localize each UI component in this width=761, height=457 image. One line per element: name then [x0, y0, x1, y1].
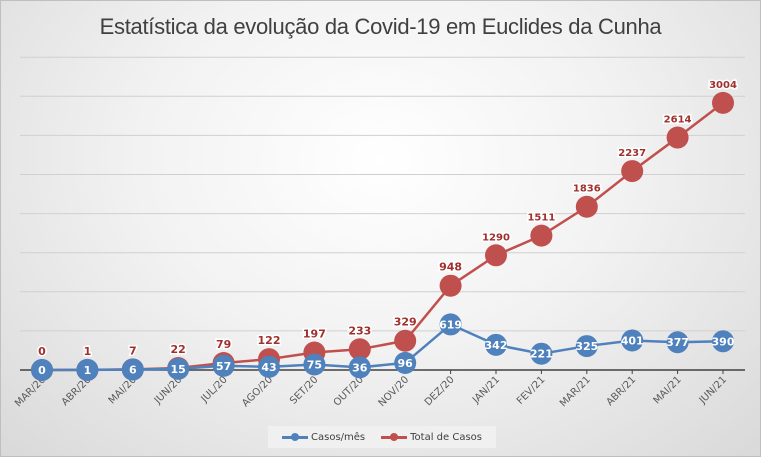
series-line [41, 322, 724, 372]
x-tick-label: SET/20 [288, 374, 320, 406]
x-tick-label: FEV/21 [515, 374, 548, 407]
data-point [485, 244, 507, 267]
data-point [212, 354, 235, 377]
legend: Casos/mês Total de Casos [268, 426, 496, 448]
data-point [575, 195, 598, 218]
data-label: 96 [398, 357, 414, 370]
data-label: 3004 [709, 80, 737, 91]
data-label: 948 [439, 261, 462, 274]
data-point [439, 313, 462, 336]
data-label: 377 [666, 336, 689, 349]
data-label: 1511 [527, 213, 555, 224]
chart-title: Estatística da evolução da Covid-19 em E… [99, 14, 662, 39]
data-point [530, 224, 553, 247]
data-point [712, 330, 734, 353]
x-tick-label: AGO/20 [240, 374, 275, 409]
x-tick-label: MAR/21 [558, 374, 593, 409]
data-label: 43 [261, 361, 276, 374]
legend-swatch [381, 433, 408, 441]
data-label: 6 [129, 364, 137, 377]
x-tick-label: NOV/20 [377, 374, 412, 409]
legend-swatch [282, 433, 308, 441]
data-point [485, 333, 507, 356]
data-point [575, 335, 598, 358]
x-tick-label: DEZ/20 [423, 374, 457, 408]
data-label: 1 [84, 345, 92, 358]
data-label: 233 [348, 324, 371, 337]
data-label: 15 [171, 363, 186, 376]
data-point [348, 338, 371, 361]
data-point [348, 356, 371, 379]
x-tick-label: OUT/20 [332, 374, 366, 408]
legend-label: Total de Casos [410, 431, 482, 443]
data-label: 22 [171, 343, 186, 356]
data-label: 1 [84, 364, 92, 377]
data-label: 0 [38, 345, 46, 358]
data-label: 57 [216, 360, 231, 373]
data-label: 79 [216, 338, 231, 351]
data-label: 7 [129, 344, 137, 357]
data-label: 75 [307, 358, 322, 371]
x-tick-label: JUL/20 [199, 374, 230, 405]
data-label: 619 [439, 318, 462, 331]
data-label: 329 [394, 316, 417, 329]
legend-label: Casos/mês [311, 431, 366, 443]
data-label: 401 [621, 334, 644, 347]
data-label: 2614 [664, 115, 692, 126]
data-point [167, 357, 190, 380]
data-label: 197 [303, 327, 326, 340]
data-label: 2237 [618, 148, 646, 159]
data-point [666, 126, 689, 149]
data-label: 122 [258, 334, 281, 347]
data-point [621, 160, 644, 183]
data-point [394, 351, 417, 374]
data-point [121, 358, 144, 381]
x-tick-label: JAN/21 [470, 374, 502, 406]
data-point [712, 91, 734, 114]
data-point [439, 274, 462, 297]
data-label: 390 [712, 335, 735, 348]
data-point [258, 355, 280, 378]
data-label: 36 [352, 361, 368, 374]
data-point [621, 329, 644, 352]
data-point [530, 342, 553, 365]
data-label: 342 [485, 339, 508, 352]
data-label: 1290 [482, 232, 510, 243]
x-tick-label: ABR/21 [605, 374, 639, 408]
data-label: 0 [38, 364, 46, 377]
data-point [31, 359, 53, 381]
data-label: 1836 [573, 184, 601, 195]
data-point [303, 353, 326, 376]
legend-item-casos-mes: Casos/mês [282, 432, 365, 443]
data-point [666, 331, 689, 354]
x-tick-label: JUN/21 [697, 374, 729, 406]
x-tick-label: MAI/21 [652, 374, 684, 406]
data-label: 221 [530, 348, 553, 361]
data-point [76, 358, 99, 381]
data-label: 325 [575, 340, 598, 353]
series-line [41, 101, 724, 372]
legend-item-total-casos: Total de Casos [381, 432, 482, 443]
data-point [394, 329, 417, 352]
